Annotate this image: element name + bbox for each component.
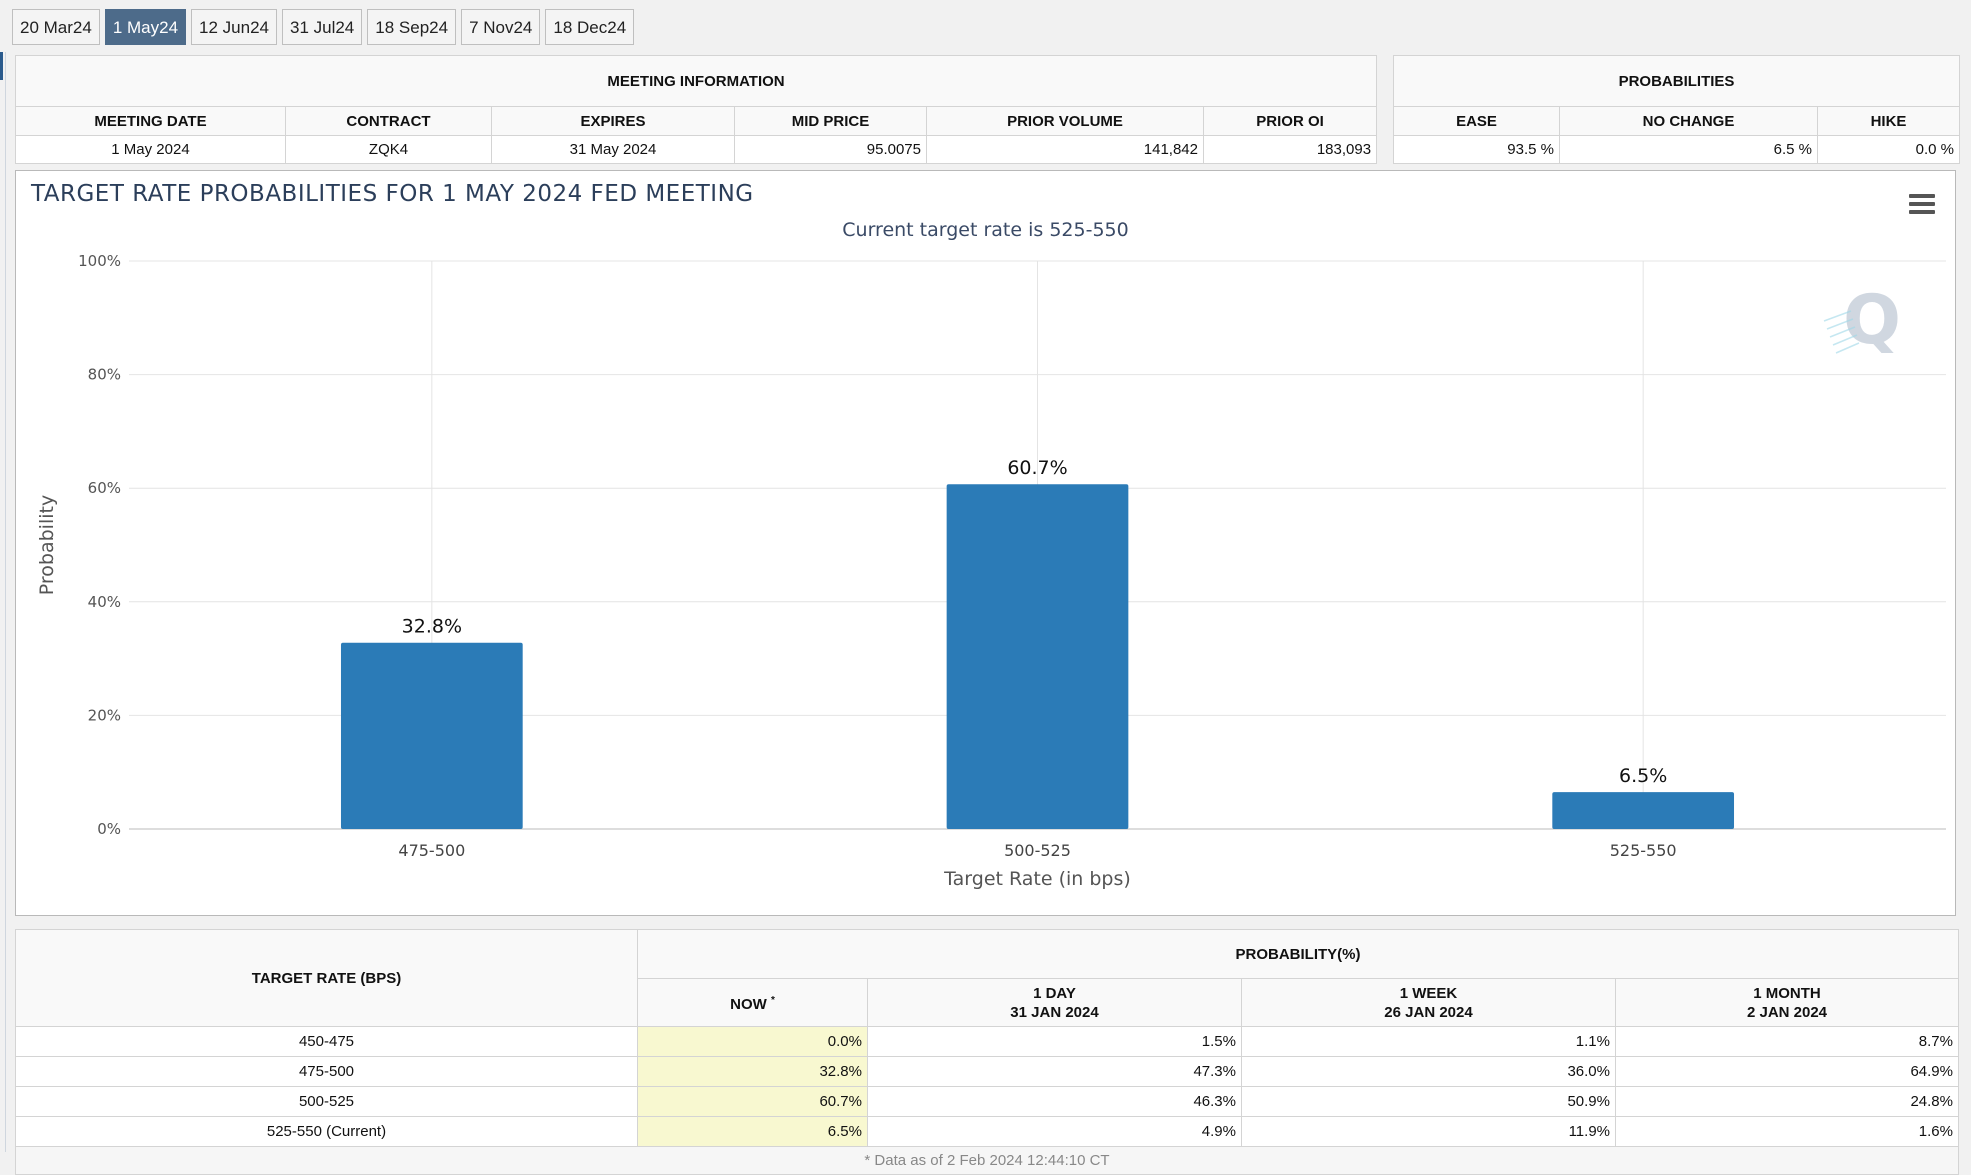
probability-group-header: PROBABILITY(%) [637,929,1959,979]
col-contract: CONTRACT [285,106,492,136]
meeting-tabs: 20 Mar24 1 May24 12 Jun24 31 Jul24 18 Se… [12,9,635,47]
watermark-streak [1829,326,1856,338]
ease-value: 93.5 % [1393,135,1560,164]
target-rate-cell: 450-475 [15,1026,638,1057]
y-tick-label: 0% [97,820,121,838]
col-ease: EASE [1393,106,1560,136]
one-month-cell: 24.8% [1615,1086,1959,1117]
col-prior-volume: PRIOR VOLUME [926,106,1204,136]
now-cell: 60.7% [637,1086,868,1117]
col-1-week: 1 WEEK 26 JAN 2024 [1241,978,1616,1027]
tab-12-jun24[interactable]: 12 Jun24 [191,9,277,45]
bar-data-label: 32.8% [402,616,462,638]
col-prior-oi: PRIOR OI [1202,106,1378,136]
one-month-cell: 1.6% [1615,1116,1959,1147]
one-week-cell: 36.0% [1241,1056,1616,1087]
meeting-date-value: 1 May 2024 [15,135,286,164]
col-target-rate: TARGET RATE (BPS) [15,929,638,1027]
left-divider [5,52,6,1152]
tab-20-mar24[interactable]: 20 Mar24 [12,9,100,45]
tab-18-dec24[interactable]: 18 Dec24 [545,9,635,45]
probabilities-table: PROBABILITIES EASE NO CHANGE HIKE 93.5 %… [1393,55,1960,164]
table-row: 525-550 (Current) 6.5% 4.9% 11.9% 1.6% [15,1116,1959,1147]
table-row: 450-475 0.0% 1.5% 1.1% 8.7% [15,1026,1959,1057]
tab-31-jul24[interactable]: 31 Jul24 [281,9,363,45]
one-week-cell: 11.9% [1241,1116,1616,1147]
prior-oi-value: 183,093 [1202,135,1378,164]
one-day-cell: 4.9% [867,1116,1242,1147]
meeting-information-table: MEETING INFORMATION MEETING DATE CONTRAC… [14,55,1378,164]
left-accent-bar [0,52,3,80]
now-cell: 0.0% [637,1026,868,1057]
tab-7-nov24[interactable]: 7 Nov24 [461,9,541,45]
bar [340,642,523,829]
bar-data-label: 60.7% [1007,457,1067,479]
watermark-streak [1832,334,1858,346]
col-mid-price: MID PRICE [734,106,927,136]
contract-value: ZQK4 [285,135,492,164]
now-cell: 6.5% [637,1116,868,1147]
col-1-month: 1 MONTH 2 JAN 2024 [1615,978,1959,1027]
mid-price-value: 95.0075 [734,135,927,164]
no-change-value: 6.5 % [1559,135,1818,164]
watermark-logo: Q [1843,281,1901,360]
x-tick-label: 500-525 [1004,841,1071,860]
col-now: NOW * [637,978,868,1027]
target-rate-cell: 500-525 [15,1086,638,1117]
col-hike: HIKE [1817,106,1960,136]
table-row: 500-525 60.7% 46.3% 50.9% 24.8% [15,1086,1959,1117]
target-rate-cell: 525-550 (Current) [15,1116,638,1147]
now-cell: 32.8% [637,1056,868,1087]
prior-volume-value: 141,842 [926,135,1204,164]
x-axis-title: Target Rate (in bps) [943,868,1131,890]
col-1-day: 1 DAY 31 JAN 2024 [867,978,1242,1027]
expires-value: 31 May 2024 [491,135,735,164]
probability-bar-chart: 0% 20% 40% 60% 80% 100% 32.8% 475-500 60.7% 500-5… [36,252,1946,890]
chart-panel: 0% 20% 40% 60% 80% 100% 32.8% 475-500 60.7% 500-5… [15,170,1956,916]
one-day-cell: 46.3% [867,1086,1242,1117]
y-tick-label: 60% [88,479,121,497]
y-axis-title: Probability [36,495,58,595]
col-expires: EXPIRES [491,106,735,136]
x-tick-label: 475-500 [398,841,465,860]
one-day-cell: 47.3% [867,1056,1242,1087]
y-tick-label: 80% [88,366,121,384]
target-rate-probability-table: TARGET RATE (BPS) PROBABILITY(%) NOW * 1… [15,929,1959,1175]
chart-subtitle: Current target rate is 525-550 [842,219,1129,241]
one-day-cell: 1.5% [867,1026,1242,1057]
probabilities-header: PROBABILITIES [1393,55,1960,107]
hamburger-menu-icon[interactable] [1909,194,1935,216]
watermark-streak [1823,310,1852,322]
table-row: 475-500 32.8% 47.3% 36.0% 64.9% [15,1056,1959,1087]
one-month-cell: 64.9% [1615,1056,1959,1087]
hike-value: 0.0 % [1817,135,1960,164]
one-week-cell: 1.1% [1241,1026,1616,1057]
meeting-information-header: MEETING INFORMATION [14,55,1378,107]
bar-data-label: 6.5% [1619,765,1667,787]
y-tick-label: 20% [88,706,121,724]
tab-1-may24[interactable]: 1 May24 [104,9,187,45]
bar [1552,792,1735,829]
bar [946,484,1129,829]
y-tick-label: 40% [88,593,121,611]
x-tick-label: 525-550 [1610,841,1677,860]
target-rate-cell: 475-500 [15,1056,638,1087]
col-meeting-date: MEETING DATE [15,106,286,136]
one-week-cell: 50.9% [1241,1086,1616,1117]
tab-18-sep24[interactable]: 18 Sep24 [367,9,457,45]
watermark-streak [1826,318,1854,330]
data-timestamp-footnote: * Data as of 2 Feb 2024 12:44:10 CT [15,1146,1959,1175]
col-no-change: NO CHANGE [1559,106,1818,136]
watermark-streak [1835,342,1860,354]
chart-title: TARGET RATE PROBABILITIES FOR 1 MAY 2024… [31,181,754,207]
y-tick-label: 100% [78,252,121,270]
one-month-cell: 8.7% [1615,1026,1959,1057]
